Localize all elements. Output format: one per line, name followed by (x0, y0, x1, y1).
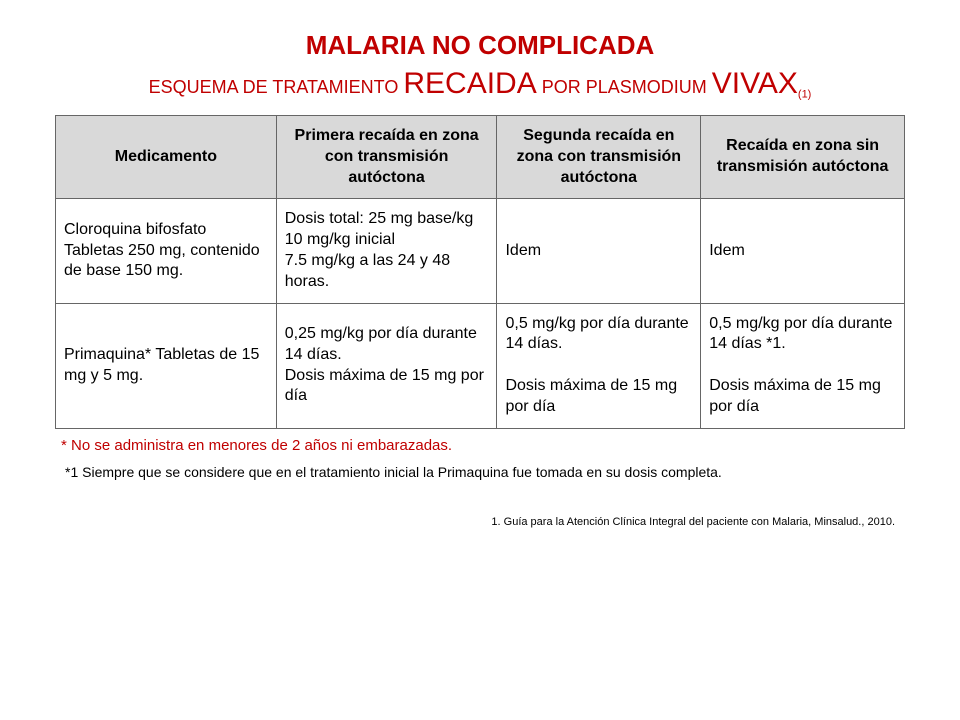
title-line1: MALARIA NO COMPLICADA (55, 30, 905, 61)
header-medicamento: Medicamento (56, 116, 277, 199)
cell-c1: Dosis total: 25 mg base/kg10 mg/kg inici… (276, 199, 497, 303)
cell-med: Primaquina* Tabletas de 15 mg y 5 mg. (56, 303, 277, 428)
header-col3: Recaída en zona sin transmisión autócton… (701, 116, 905, 199)
title-pre: ESQUEMA DE TRATAMIENTO (149, 77, 404, 97)
header-col2: Segunda recaída en zona con transmisión … (497, 116, 701, 199)
header-col1: Primera recaída en zona con transmisión … (276, 116, 497, 199)
table-row: Primaquina* Tabletas de 15 mg y 5 mg. 0,… (56, 303, 905, 428)
footnote-star: * No se administra en menores de 2 años … (61, 437, 905, 454)
table-header-row: Medicamento Primera recaída en zona con … (56, 116, 905, 199)
cell-c3: Idem (701, 199, 905, 303)
treatment-table: Medicamento Primera recaída en zona con … (55, 115, 905, 429)
reference: 1. Guía para la Atención Clínica Integra… (55, 516, 905, 528)
cell-c2: 0,5 mg/kg por día durante 14 días.Dosis … (497, 303, 701, 428)
footnote-star1: *1 Siempre que se considere que en el tr… (65, 464, 905, 480)
title-big1: RECAIDA (403, 67, 536, 100)
cell-c2: Idem (497, 199, 701, 303)
cell-c1: 0,25 mg/kg por día durante 14 días.Dosis… (276, 303, 497, 428)
table-row: Cloroquina bifosfato Tabletas 250 mg, co… (56, 199, 905, 303)
title-mid: POR PLASMODIUM (537, 77, 712, 97)
cell-med: Cloroquina bifosfato Tabletas 250 mg, co… (56, 199, 277, 303)
title-big2: VIVAX (712, 67, 798, 100)
title-sub: (1) (798, 89, 811, 101)
title-line2: ESQUEMA DE TRATAMIENTO RECAIDA POR PLASM… (55, 67, 905, 101)
cell-c3: 0,5 mg/kg por día durante 14 días *1.Dos… (701, 303, 905, 428)
